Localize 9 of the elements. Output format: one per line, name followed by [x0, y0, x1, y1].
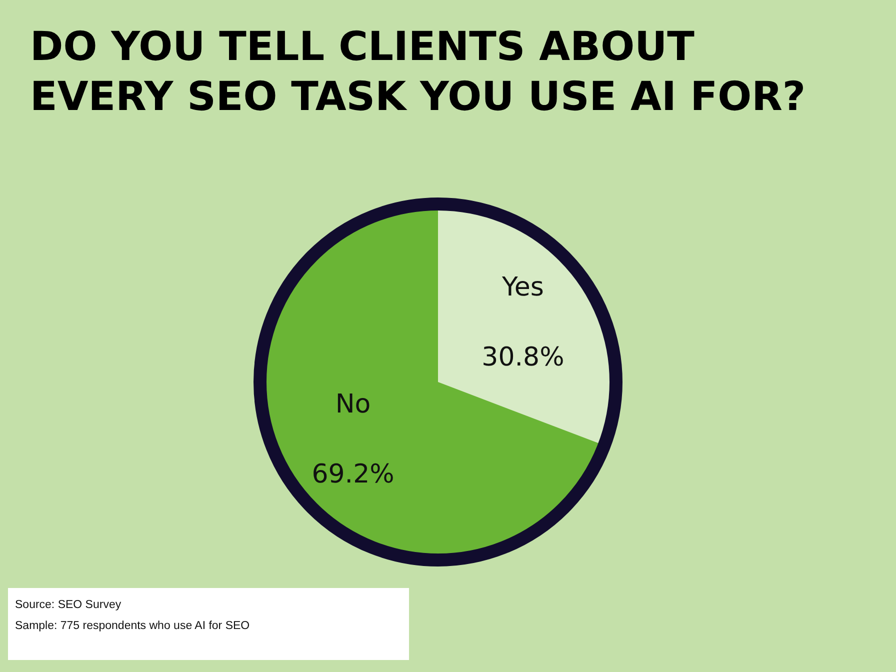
slice-label: Yes: [500, 272, 544, 302]
pie-slice: [266, 210, 599, 554]
text: Sample: 775 respondents who use AI for SEO: [15, 620, 250, 632]
source-note: Source: SEO Survey: [15, 599, 122, 611]
slice-label: No: [335, 390, 371, 420]
data-label: 69.2%: [312, 460, 394, 490]
data-label: 30.8%: [482, 342, 564, 372]
pie-slice: [438, 210, 610, 444]
chart-title: DO YOU TELL CLIENTS ABOUT EVERY SEO TASK YOU USE AI FOR?: [30, 24, 806, 120]
